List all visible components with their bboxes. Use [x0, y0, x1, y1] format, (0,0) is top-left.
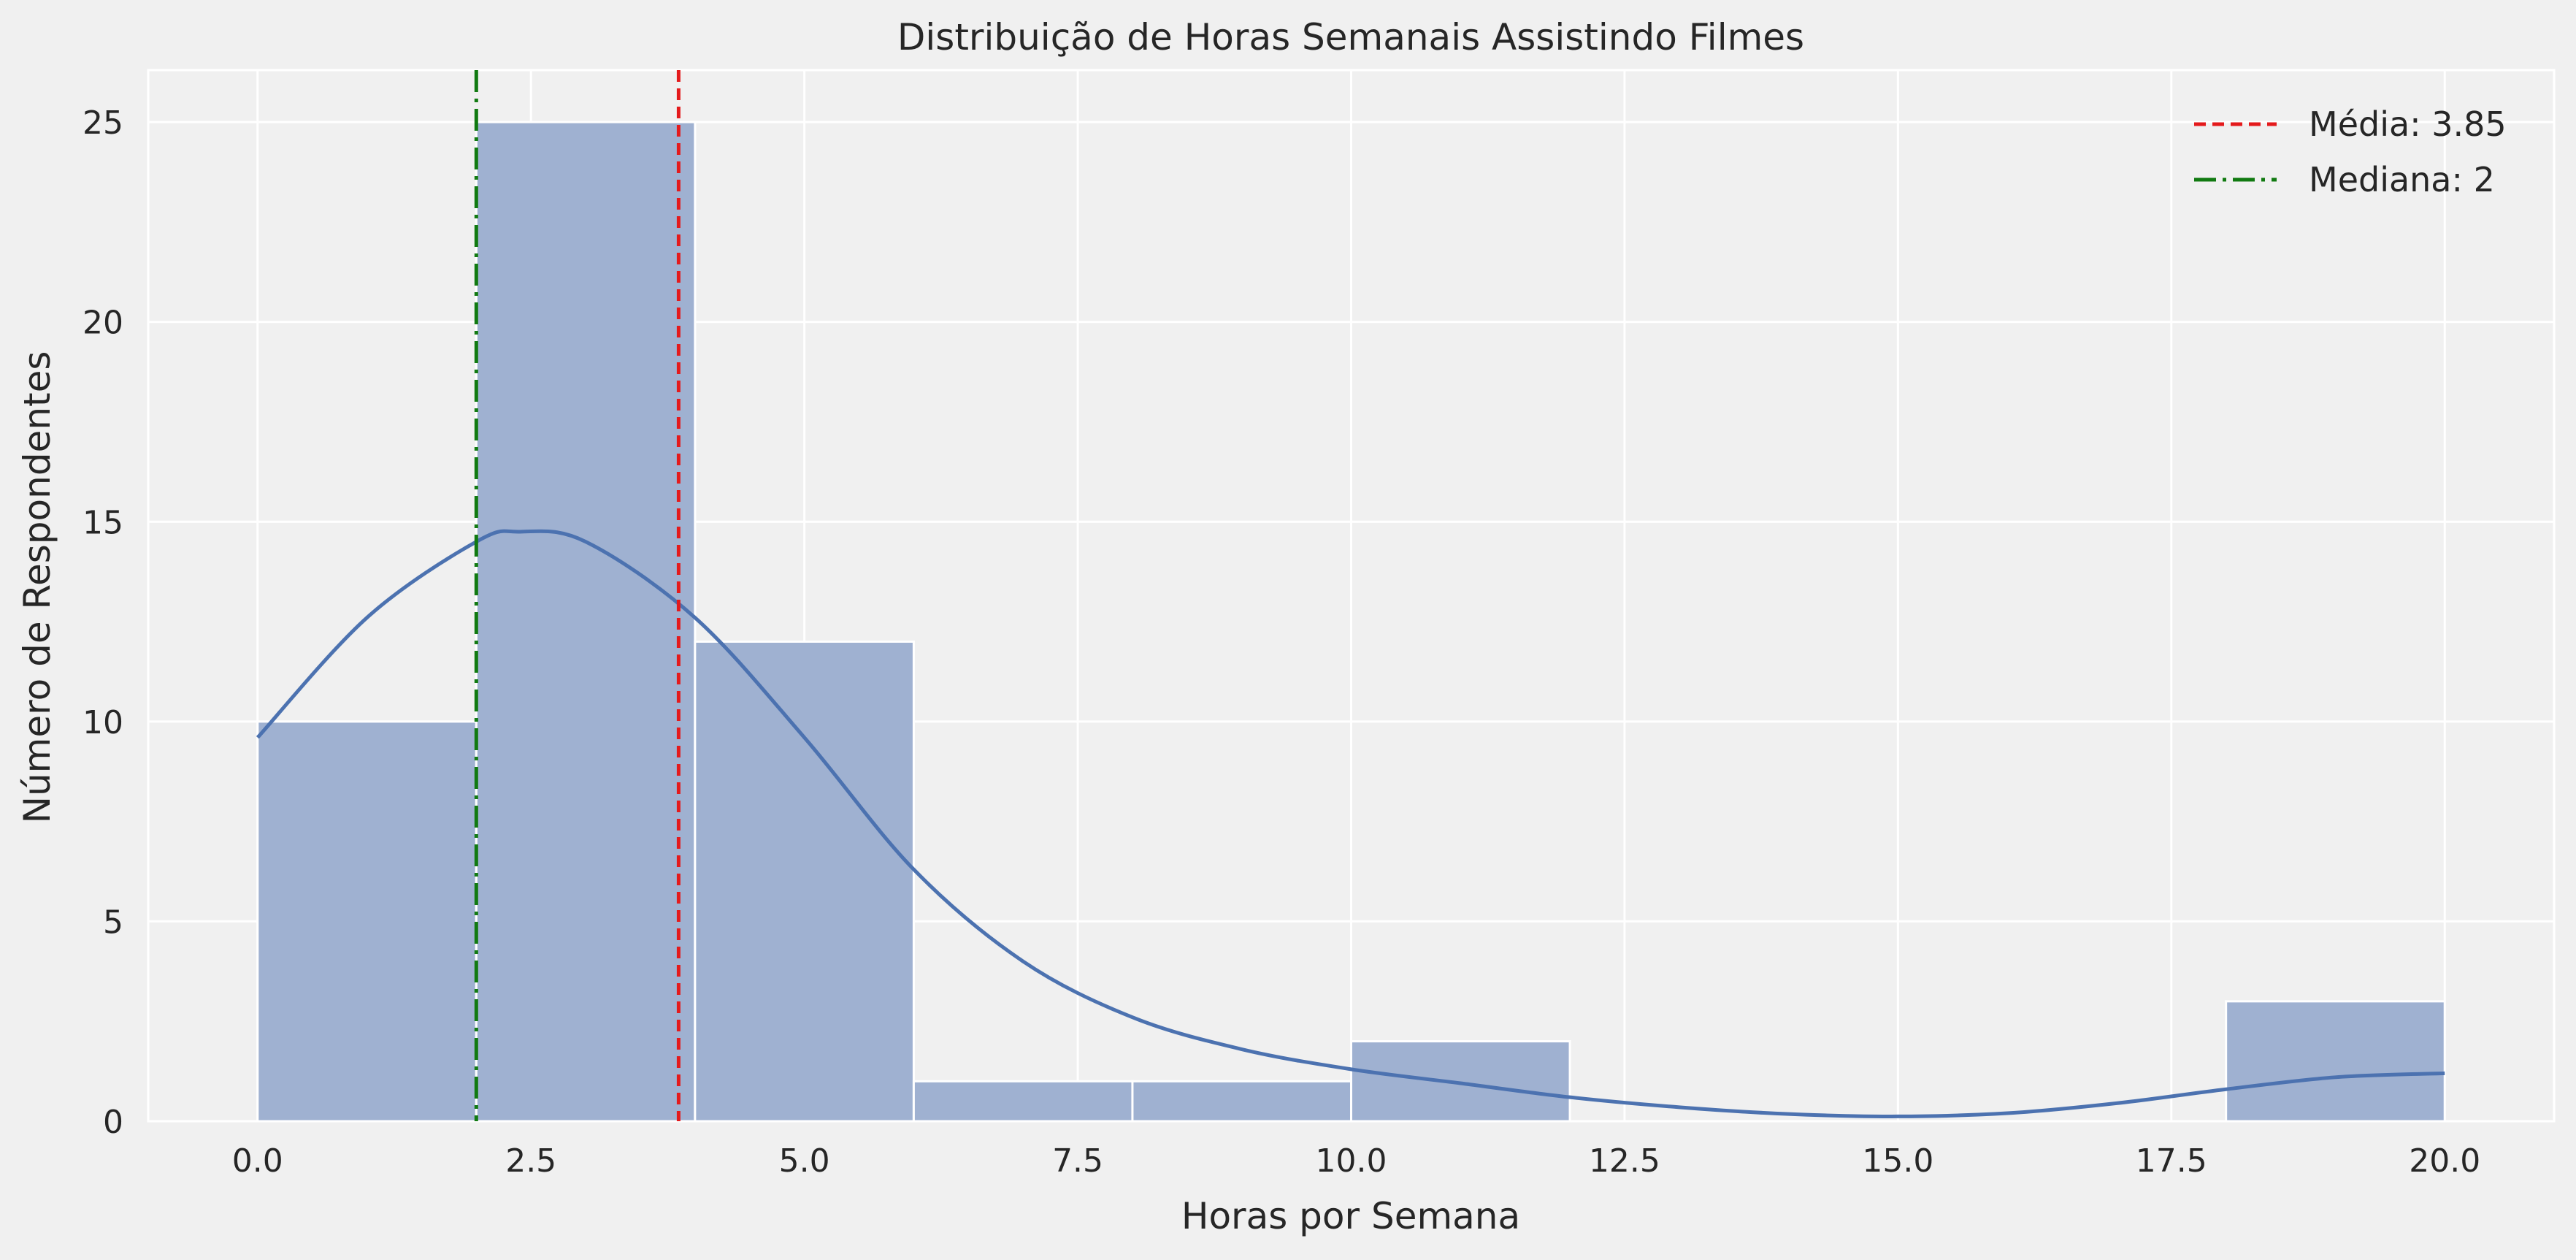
histogram-bar-4-6	[694, 640, 915, 1123]
legend-mean-label: Média: 3.85	[2309, 104, 2507, 144]
y-tick-label: 5	[103, 904, 123, 941]
histogram-bar-2-4	[475, 121, 697, 1123]
y-tick-label: 20	[83, 305, 123, 342]
histogram-bar-0-2	[256, 720, 478, 1123]
x-tick-label: 17.5	[2136, 1142, 2207, 1180]
x-tick-label: 10.0	[1316, 1142, 1387, 1180]
kde-curve-group	[256, 529, 2445, 1118]
histogram-bar-8-10	[1131, 1080, 1353, 1123]
legend: Média: 3.85 Mediana: 2	[2194, 104, 2507, 199]
kde-curve	[256, 529, 2445, 1118]
y-tick-label: 0	[103, 1104, 123, 1141]
histogram-bars	[256, 121, 2446, 1123]
reference-lines	[474, 70, 681, 1121]
histogram-bar-10-12	[1350, 1040, 1571, 1123]
y-tick-label: 10	[83, 704, 123, 741]
x-tick-label: 0.0	[232, 1142, 283, 1180]
x-tick-label: 2.5	[505, 1142, 556, 1180]
y-tick-label: 15	[83, 504, 123, 541]
x-tick-label: 12.5	[1589, 1142, 1660, 1180]
x-tick-label: 7.5	[1052, 1142, 1103, 1180]
y-tick-label: 25	[83, 104, 123, 142]
chart-title: Distribuição de Horas Semanais Assistind…	[897, 16, 1804, 58]
tick-labels: 0.0 2.5 5.0 7.5 10.0 12.5 15.0 17.5 20.0 0 5 10 15 20…	[83, 104, 2480, 1180]
legend-median-label: Mediana: 2	[2309, 160, 2495, 199]
histogram-bar-18-20	[2225, 1000, 2446, 1123]
x-tick-label: 15.0	[1862, 1142, 1933, 1180]
x-tick-label: 20.0	[2409, 1142, 2480, 1180]
x-tick-label: 5.0	[779, 1142, 830, 1180]
y-axis-title: Número de Respondentes	[16, 351, 58, 824]
x-axis-title: Horas por Semana	[1181, 1195, 1520, 1237]
histogram-bar-6-8	[912, 1080, 1134, 1123]
